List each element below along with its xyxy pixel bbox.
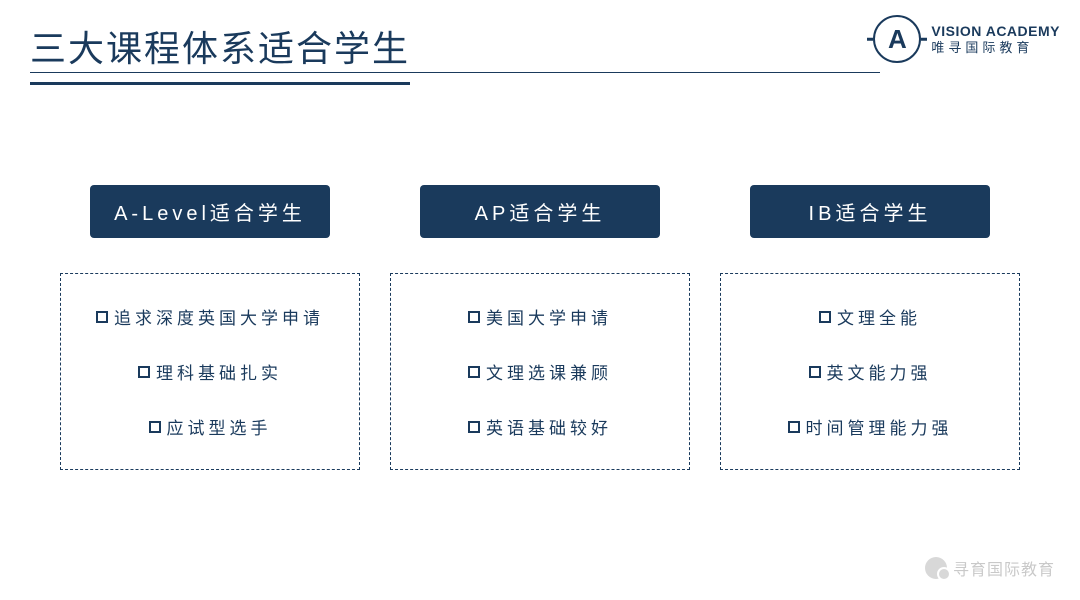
column-header: AP适合学生 [420, 185, 660, 238]
logo-english: VISION ACADEMY [931, 23, 1060, 40]
square-bullet-icon [149, 421, 161, 433]
square-bullet-icon [468, 421, 480, 433]
watermark-text: 寻育国际教育 [953, 556, 1055, 580]
square-bullet-icon [788, 421, 800, 433]
logo-letter: A [888, 24, 907, 55]
logo-chinese: 唯寻国际教育 [931, 40, 1060, 56]
item-text: 英语基础较好 [486, 414, 612, 439]
logo: A VISION ACADEMY 唯寻国际教育 [873, 15, 1060, 63]
column-body: 美国大学申请 文理选课兼顾 英语基础较好 [390, 273, 690, 470]
list-item: 文理选课兼顾 [468, 359, 612, 384]
page-title: 三大课程体系适合学生 [30, 20, 410, 80]
list-item: 时间管理能力强 [788, 414, 953, 439]
item-text: 理科基础扎实 [156, 359, 282, 384]
list-item: 英文能力强 [809, 359, 932, 384]
list-item: 理科基础扎实 [138, 359, 282, 384]
column-header: IB适合学生 [750, 185, 990, 238]
list-item: 应试型选手 [149, 414, 272, 439]
column-body: 文理全能 英文能力强 时间管理能力强 [720, 273, 1020, 470]
item-text: 应试型选手 [167, 414, 272, 439]
columns-container: A-Level适合学生 追求深度英国大学申请 理科基础扎实 应试型选手 AP适合… [0, 85, 1080, 470]
list-item: 追求深度英国大学申请 [96, 304, 324, 329]
item-text: 追求深度英国大学申请 [114, 304, 324, 329]
column-ib: IB适合学生 文理全能 英文能力强 时间管理能力强 [720, 185, 1020, 470]
column-body: 追求深度英国大学申请 理科基础扎实 应试型选手 [60, 273, 360, 470]
square-bullet-icon [819, 311, 831, 323]
item-text: 英文能力强 [827, 359, 932, 384]
item-text: 时间管理能力强 [806, 414, 953, 439]
square-bullet-icon [468, 311, 480, 323]
item-text: 美国大学申请 [486, 304, 612, 329]
column-ap: AP适合学生 美国大学申请 文理选课兼顾 英语基础较好 [390, 185, 690, 470]
square-bullet-icon [138, 366, 150, 378]
logo-icon: A [873, 15, 921, 63]
watermark: 寻育国际教育 [925, 556, 1055, 580]
square-bullet-icon [809, 366, 821, 378]
square-bullet-icon [468, 366, 480, 378]
logo-text: VISION ACADEMY 唯寻国际教育 [931, 23, 1060, 55]
item-text: 文理全能 [837, 304, 921, 329]
column-header: A-Level适合学生 [90, 185, 330, 238]
title-block: 三大课程体系适合学生 [30, 20, 410, 85]
header-divider [30, 72, 880, 73]
list-item: 美国大学申请 [468, 304, 612, 329]
item-text: 文理选课兼顾 [486, 359, 612, 384]
wechat-icon [925, 557, 947, 579]
list-item: 文理全能 [819, 304, 921, 329]
list-item: 英语基础较好 [468, 414, 612, 439]
square-bullet-icon [96, 311, 108, 323]
title-underline [30, 82, 410, 85]
column-alevel: A-Level适合学生 追求深度英国大学申请 理科基础扎实 应试型选手 [60, 185, 360, 470]
